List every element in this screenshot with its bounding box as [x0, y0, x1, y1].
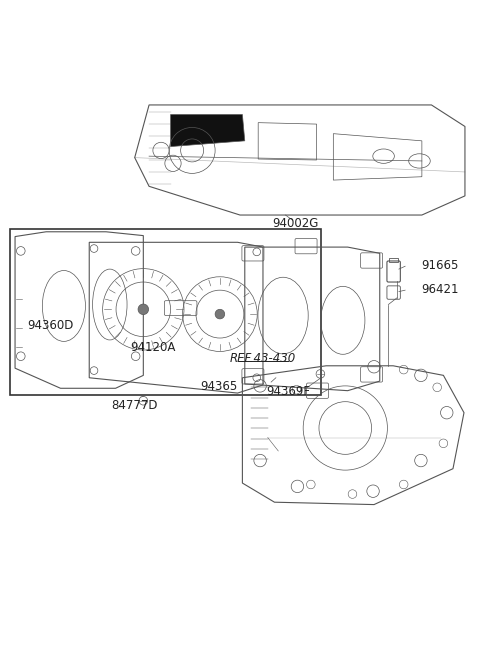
- Circle shape: [215, 309, 225, 319]
- Text: REF.43-430: REF.43-430: [230, 352, 296, 365]
- Text: 84777D: 84777D: [111, 400, 158, 413]
- Polygon shape: [170, 115, 245, 147]
- Text: 94360D: 94360D: [27, 318, 73, 331]
- Text: 94365: 94365: [200, 381, 237, 394]
- Text: 91665: 91665: [421, 259, 458, 272]
- Circle shape: [138, 304, 149, 314]
- Text: 96421: 96421: [421, 283, 458, 295]
- Text: 94002G: 94002G: [272, 217, 318, 230]
- Text: 94120A: 94120A: [130, 341, 175, 354]
- Text: 94369F: 94369F: [266, 385, 310, 398]
